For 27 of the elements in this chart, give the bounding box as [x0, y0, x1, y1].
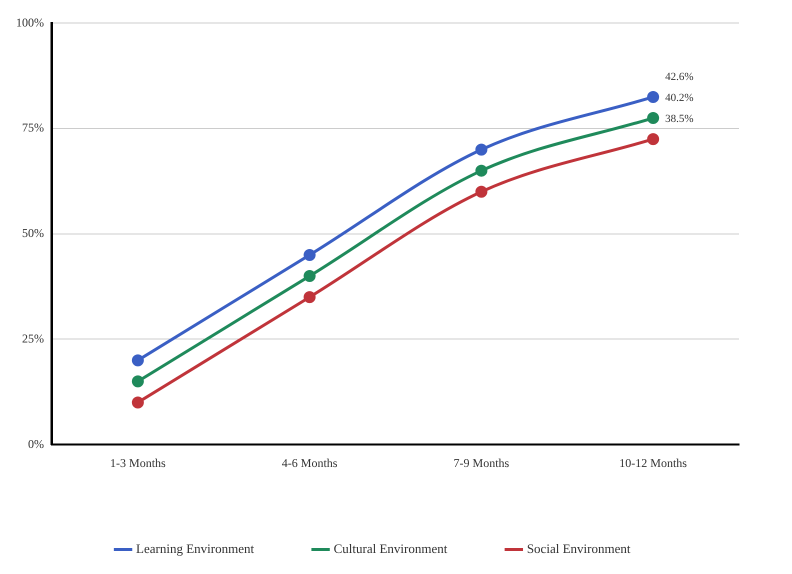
- x-tick-label: 7-9 Months: [454, 456, 510, 470]
- point: [475, 164, 488, 177]
- y-tick-label: 75%: [22, 120, 44, 135]
- legend-label: Cultural Environment: [334, 540, 448, 556]
- point: [132, 354, 144, 366]
- point: [304, 291, 316, 304]
- y-tick-label: 25%: [22, 331, 44, 346]
- point: [132, 396, 144, 408]
- point: [475, 144, 488, 156]
- x-tick-label: 4-6 Months: [282, 456, 338, 470]
- x-tick-label: 10-12 Months: [619, 456, 688, 470]
- annotation: 42.6%: [665, 70, 694, 83]
- legend-label: Social Environment: [526, 540, 631, 556]
- x-tick-label: 1-3 Months: [110, 456, 166, 470]
- annotation: 38.5%: [665, 112, 694, 125]
- annotation: 40.2%: [665, 92, 694, 104]
- point: [304, 248, 316, 261]
- legend-label: Learning Environment: [136, 540, 254, 556]
- y-tick-label: 50%: [22, 226, 44, 240]
- point: [647, 112, 660, 124]
- point: [475, 186, 488, 198]
- y-tick-label: 100%: [16, 15, 44, 30]
- point: [132, 375, 144, 388]
- point: [647, 90, 660, 103]
- y-tick-label: 0%: [28, 436, 44, 451]
- point: [647, 133, 660, 146]
- point: [304, 270, 316, 282]
